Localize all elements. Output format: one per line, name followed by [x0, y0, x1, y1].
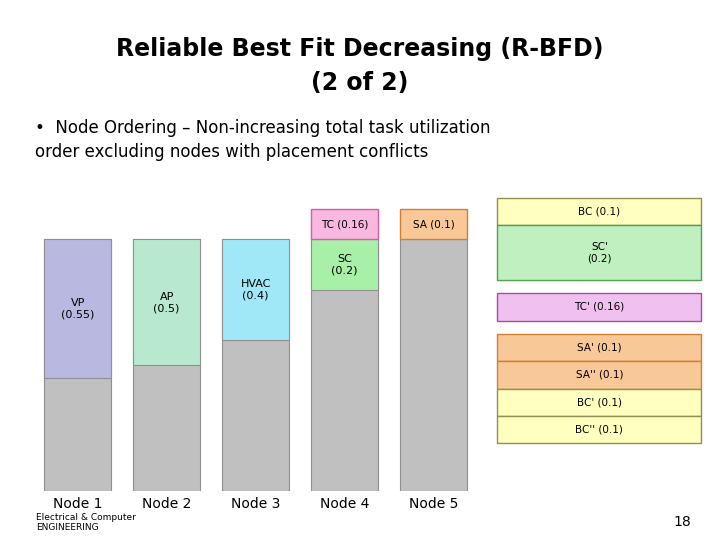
- Bar: [133, 239, 200, 366]
- Bar: [311, 239, 378, 290]
- Bar: [400, 239, 467, 491]
- Text: 18: 18: [673, 515, 691, 529]
- Text: •  Node Ordering – Non-increasing total task utilization
order excluding nodes w: • Node Ordering – Non-increasing total t…: [35, 119, 490, 161]
- Bar: [45, 239, 111, 491]
- Text: Electrical & Computer
ENGINEERING: Electrical & Computer ENGINEERING: [36, 512, 136, 532]
- Text: SC'
(0.2): SC' (0.2): [587, 242, 612, 264]
- Text: AP
(0.5): AP (0.5): [153, 292, 180, 313]
- FancyBboxPatch shape: [498, 198, 701, 225]
- Bar: [133, 239, 200, 491]
- Text: SA' (0.1): SA' (0.1): [577, 343, 621, 353]
- FancyBboxPatch shape: [498, 389, 701, 416]
- Text: BC' (0.1): BC' (0.1): [577, 397, 622, 407]
- Text: SA'' (0.1): SA'' (0.1): [576, 370, 623, 380]
- Text: VP
(0.55): VP (0.55): [61, 298, 94, 320]
- Text: SC
(0.2): SC (0.2): [331, 254, 358, 275]
- Bar: [222, 239, 289, 491]
- FancyBboxPatch shape: [498, 334, 701, 361]
- Bar: [222, 239, 289, 340]
- Bar: [45, 239, 111, 378]
- Text: TC (0.16): TC (0.16): [321, 219, 368, 230]
- Text: Reliable Best Fit Decreasing (R-BFD)
(2 of 2): Reliable Best Fit Decreasing (R-BFD) (2 …: [116, 37, 604, 95]
- Text: BC (0.1): BC (0.1): [578, 207, 621, 217]
- Text: SA (0.1): SA (0.1): [413, 219, 454, 230]
- Text: BC'' (0.1): BC'' (0.1): [575, 424, 624, 434]
- FancyBboxPatch shape: [498, 293, 701, 321]
- Bar: [311, 239, 378, 491]
- FancyBboxPatch shape: [498, 361, 701, 389]
- Text: HVAC
(0.4): HVAC (0.4): [240, 279, 271, 301]
- FancyBboxPatch shape: [498, 416, 701, 443]
- FancyBboxPatch shape: [311, 209, 378, 239]
- FancyBboxPatch shape: [400, 209, 467, 239]
- Text: CarnegieMellon: CarnegieMellon: [613, 8, 706, 17]
- Text: TC' (0.16): TC' (0.16): [575, 302, 624, 312]
- FancyBboxPatch shape: [498, 225, 701, 280]
